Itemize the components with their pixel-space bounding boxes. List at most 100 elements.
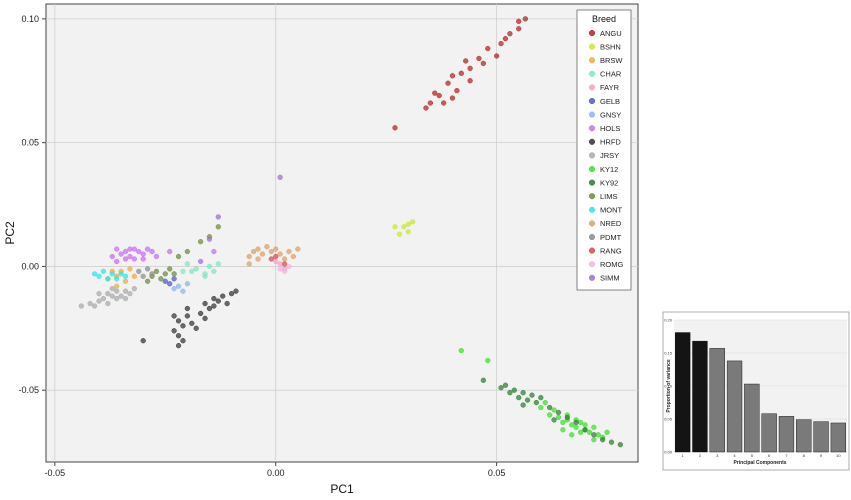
point-ky12 xyxy=(551,407,557,413)
legend-entries: ANGU BSHN BRSW CHAR FAYR GELB GNSY HOLS HRFD JRSY… xyxy=(588,29,623,283)
point-hrfd xyxy=(184,305,191,312)
point-nred xyxy=(277,251,283,257)
x-tick-label: -0.05 xyxy=(45,468,66,478)
legend-label-lims: LIMS xyxy=(600,192,618,201)
point-bshn xyxy=(392,224,398,230)
legend-marker-gnsy xyxy=(588,111,596,118)
bar-pc1 xyxy=(675,332,691,453)
point-ky12 xyxy=(546,412,553,418)
point-lims xyxy=(153,268,160,275)
point-hols xyxy=(167,248,173,255)
point-simm xyxy=(215,214,221,220)
legend-marker-jrsy xyxy=(588,152,596,159)
legend-label-mont: MONT xyxy=(600,206,622,215)
point-angu xyxy=(498,40,504,47)
point-angu xyxy=(516,18,522,24)
legend-label-romg: ROMG xyxy=(600,260,623,269)
point-brsw xyxy=(122,278,129,284)
point-angu xyxy=(463,58,469,64)
point-jrsy xyxy=(78,303,84,309)
point-nred xyxy=(286,248,292,255)
point-hols xyxy=(149,248,155,255)
legend-label-hols: HOLS xyxy=(600,124,620,133)
point-jrsy xyxy=(122,295,129,302)
point-ky12 xyxy=(586,429,593,435)
point-ky12 xyxy=(538,404,544,411)
point-angu xyxy=(480,60,487,67)
point-nred xyxy=(268,248,274,255)
inset-x-tick-label: 7 xyxy=(785,453,788,458)
point-ky92 xyxy=(507,390,513,396)
legend-marker-fayr xyxy=(588,84,596,91)
point-gnsy xyxy=(184,281,191,287)
point-angu xyxy=(449,73,456,79)
point-ky92 xyxy=(520,402,526,408)
legend-label-angu: ANGU xyxy=(600,29,622,38)
point-angu xyxy=(502,36,509,42)
point-ky12 xyxy=(577,429,584,435)
inset-y-axis-title: Proportion of variance xyxy=(666,359,672,413)
point-pdmt xyxy=(149,271,155,277)
point-ky92 xyxy=(524,397,531,403)
point-hols xyxy=(118,251,124,257)
legend-marker-mont xyxy=(588,206,596,213)
point-angu xyxy=(522,16,528,22)
bar-pc2 xyxy=(692,340,708,453)
legend-marker-char xyxy=(588,70,596,77)
point-angu xyxy=(392,125,398,131)
point-jrsy xyxy=(127,291,133,297)
point-ky92 xyxy=(555,409,562,416)
point-angu xyxy=(493,53,500,59)
legend-label-rang: RANG xyxy=(600,246,622,255)
point-simm xyxy=(277,174,283,180)
point-hrfd xyxy=(220,293,226,299)
point-char xyxy=(184,261,191,267)
point-ky12 xyxy=(458,347,464,354)
point-hols xyxy=(122,248,129,255)
point-ky92 xyxy=(546,404,553,411)
y-tick-label: 0.05 xyxy=(21,138,39,148)
point-lims xyxy=(175,253,182,260)
point-hols xyxy=(144,246,151,252)
point-hrfd xyxy=(224,300,230,307)
point-hrfd xyxy=(228,291,235,297)
point-jrsy xyxy=(91,303,98,309)
point-lims xyxy=(144,278,151,284)
legend-marker-nred xyxy=(588,220,596,227)
point-nred xyxy=(290,253,297,260)
point-mont xyxy=(105,276,111,282)
legend-box xyxy=(576,9,632,291)
variance-bar-chart: 0.00 0.05 0.10 0.15 0.20 1 2 3 4 5 6 7 8 9 10 Princip… xyxy=(662,311,850,471)
point-mont xyxy=(100,268,107,275)
point-brsw xyxy=(127,266,133,272)
point-char xyxy=(211,268,217,275)
legend-marker-gelb xyxy=(588,97,596,105)
point-hols xyxy=(114,246,120,252)
y-tick-label: -0.05 xyxy=(18,385,39,395)
point-gelb xyxy=(162,278,168,284)
point-hrfd xyxy=(197,310,204,317)
point-mont xyxy=(91,271,98,277)
legend-marker-hols xyxy=(588,125,596,132)
point-nred xyxy=(255,256,261,262)
point-hrfd xyxy=(202,315,208,322)
bar-pc9 xyxy=(813,421,829,453)
point-mont xyxy=(109,271,115,277)
point-angu xyxy=(449,95,456,101)
point-ky12 xyxy=(569,432,575,438)
point-jrsy xyxy=(114,295,120,302)
point-nred xyxy=(250,248,257,255)
point-jrsy xyxy=(118,293,124,299)
point-hrfd xyxy=(211,295,217,302)
point-jrsy xyxy=(96,298,102,304)
point-jrsy xyxy=(114,288,120,294)
point-ky92 xyxy=(582,427,588,433)
point-hols xyxy=(109,253,115,260)
legend-label-pdmt: PDMT xyxy=(600,233,622,242)
point-hrfd xyxy=(184,313,191,319)
point-gnsy xyxy=(180,288,186,294)
point-angu xyxy=(454,87,460,94)
point-char xyxy=(189,268,195,275)
point-lims xyxy=(184,248,191,255)
